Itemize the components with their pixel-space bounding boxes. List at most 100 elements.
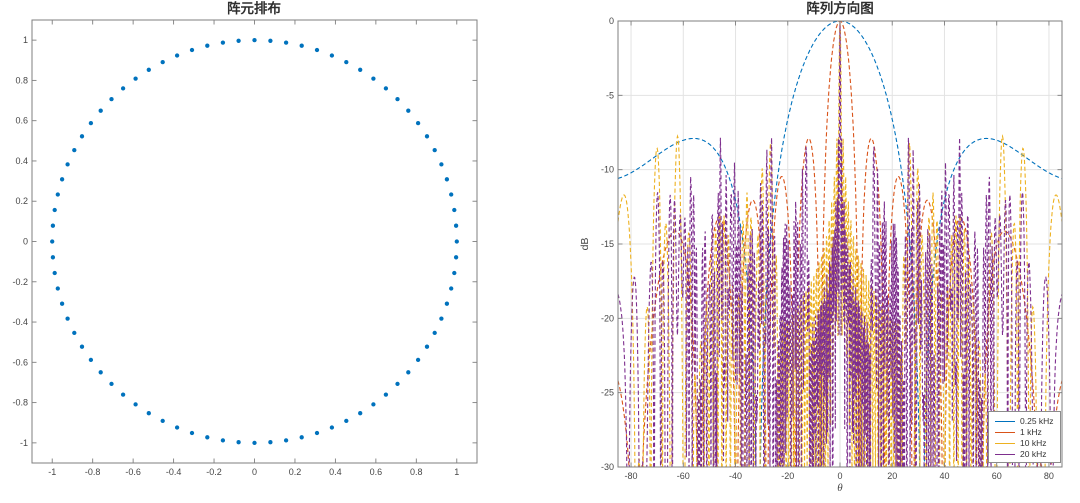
array-element-marker <box>109 381 114 387</box>
x-axis-label: θ <box>837 482 843 494</box>
array-element-marker <box>133 76 138 81</box>
array-element-marker <box>432 330 437 336</box>
array-element-marker <box>371 76 376 81</box>
array-element-marker <box>205 43 210 48</box>
subplot-array-layout: -1 -0.8 -0.6 -0.4 -0.2 0 0.2 0.4 0.6 0.8 1 -1 -0.8 -0… <box>12 0 478 477</box>
array-element-marker <box>415 357 421 363</box>
y-tick-label: -0.6 <box>12 357 28 367</box>
x-tick-label: -40 <box>729 471 742 481</box>
y-tick-label: -1 <box>20 438 28 448</box>
y-tick-label: -0.4 <box>12 317 28 327</box>
array-element-marker <box>146 67 151 72</box>
array-element-marker <box>449 286 454 291</box>
array-element-marker <box>449 192 454 197</box>
array-element-marker <box>424 134 430 139</box>
legend-item: 1 kHz <box>995 427 1056 437</box>
array-element-marker <box>98 108 103 113</box>
array-element-marker <box>65 162 70 167</box>
x-tick-label: -80 <box>625 471 638 481</box>
legend-item-label: 0.25 kHz <box>1020 416 1054 426</box>
right-plot-title: 阵列方向图 <box>806 0 874 16</box>
array-element-marker <box>252 440 257 446</box>
x-tick-label: 60 <box>992 471 1002 481</box>
array-element-marker <box>220 40 226 45</box>
y-tick-label: 0 <box>609 16 614 26</box>
y-tick-label: -30 <box>601 462 614 472</box>
array-element-marker <box>444 177 450 182</box>
legend-line-sample <box>995 420 1015 422</box>
array-element-marker <box>415 120 421 126</box>
array-element-marker <box>283 438 289 443</box>
array-element-marker <box>79 344 85 349</box>
array-element-marker <box>299 435 304 440</box>
array-element-marker <box>439 162 444 167</box>
array-element-marker <box>283 40 289 45</box>
array-element-marker <box>220 438 226 443</box>
array-element-marker <box>59 177 65 182</box>
array-element-marker <box>371 402 376 407</box>
array-element-marker <box>50 239 55 244</box>
tick-labels: -1 -0.8 -0.6 -0.4 -0.2 0 0.2 0.4 0.6 0.8 1 -1 -0.8 -0… <box>12 35 459 477</box>
beam-pattern-canvas: -80 -60 -40 -20 0 20 40 60 800-5-10-15-20-25-30 … <box>579 0 1063 494</box>
y-tick-label: -5 <box>606 90 614 100</box>
array-element-marker <box>344 59 349 65</box>
array-element-marker <box>395 96 400 102</box>
array-element-marker <box>79 134 85 139</box>
y-tick-label: 0.6 <box>15 116 28 126</box>
x-tick-label: -1 <box>48 467 56 477</box>
x-tick-label: 0.2 <box>289 467 302 477</box>
array-element-marker <box>432 147 437 153</box>
x-tick-label: -0.8 <box>85 467 101 477</box>
array-layout-axes: -1 -0.8 -0.6 -0.4 -0.2 0 0.2 0.4 0.6 0.8 1 -1 -0.8 -0… <box>12 19 478 477</box>
array-element-marker <box>314 430 320 436</box>
array-element-marker <box>88 357 94 363</box>
array-element-marker <box>65 316 70 321</box>
legend-item: 20 kHz <box>995 449 1056 459</box>
legend-item-label: 1 kHz <box>1020 427 1042 437</box>
x-tick-label: -60 <box>677 471 690 481</box>
y-tick-label: 0.2 <box>15 196 28 206</box>
array-element-marker <box>358 67 363 72</box>
array-element-marker <box>55 192 60 197</box>
subplot-beam-pattern: -80 -60 -40 -20 0 20 40 60 80 0 -5 -10 -15 -20 -25 -30 … <box>540 0 1080 503</box>
array-element-marker <box>268 440 273 445</box>
y-tick-label: 1 <box>23 35 28 45</box>
array-element-marker <box>174 53 180 58</box>
array-element-marker <box>444 301 450 306</box>
array-element-marker <box>395 381 400 387</box>
x-tick-label: -0.6 <box>125 467 141 477</box>
series-0.25-khz <box>618 21 1062 467</box>
array-element-marker <box>424 344 430 349</box>
array-element-marker <box>329 425 335 430</box>
array-element-marker <box>160 418 165 424</box>
array-element-marker <box>120 86 126 91</box>
y-tick-label: 0.8 <box>15 75 28 85</box>
x-tick-label: 0.8 <box>410 467 423 477</box>
array-element-marker <box>120 392 126 397</box>
axes-border <box>31 19 478 464</box>
legend-line-sample <box>995 442 1015 444</box>
array-element-marker <box>236 38 241 43</box>
array-element-marker <box>174 425 180 430</box>
array-element-marker <box>453 255 459 260</box>
array-element-marker <box>252 37 257 43</box>
array-element-marker <box>236 440 241 445</box>
array-element-marker <box>454 239 459 244</box>
series-20-khz <box>618 21 1062 467</box>
legend-item: 10 kHz <box>995 438 1056 448</box>
x-tick-label: -0.2 <box>206 467 222 477</box>
array-element-marker <box>160 59 165 65</box>
legend-item-label: 20 kHz <box>1020 449 1047 459</box>
y-tick-label: 0 <box>23 237 28 247</box>
array-element-marker <box>52 207 57 213</box>
array-element-marker <box>109 96 114 102</box>
array-element-marker <box>50 223 56 228</box>
array-element-marker <box>453 223 459 228</box>
x-tick-label: 0.6 <box>370 467 383 477</box>
array-element-marker <box>50 255 56 260</box>
x-tick-label: 40 <box>939 471 949 481</box>
x-tick-label: 0 <box>252 467 257 477</box>
array-element-marker <box>146 411 151 416</box>
array-element-marker <box>189 47 195 53</box>
